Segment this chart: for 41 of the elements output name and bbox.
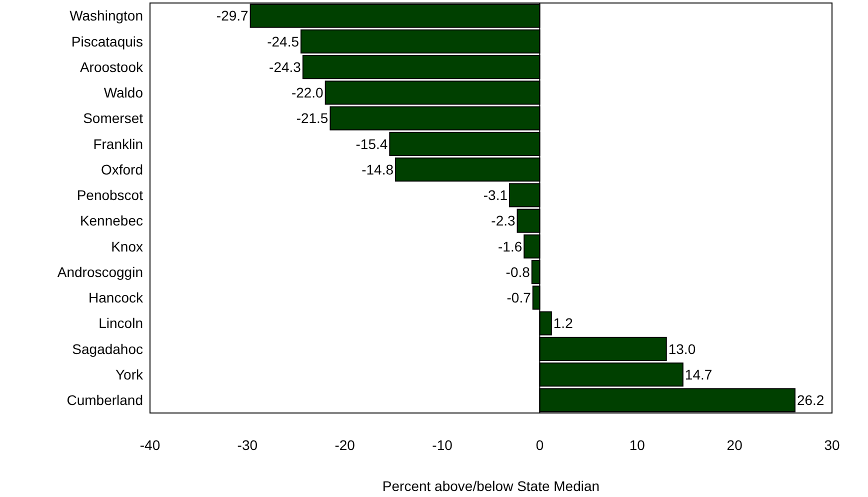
y-tick-label: Oxford: [100, 161, 143, 178]
y-tick-label: Waldo: [104, 84, 144, 101]
y-tick-label: Somerset: [83, 110, 144, 126]
x-tick-label: -20: [334, 437, 356, 453]
x-axis-title: Percent above/below State Median: [382, 478, 600, 494]
y-tick-label: York: [115, 366, 144, 382]
data-label: -0.7: [506, 290, 532, 306]
y-tick-label: Aroostook: [80, 58, 144, 75]
x-tick-label: 20: [726, 437, 743, 453]
y-tick-label: Lincoln: [98, 315, 143, 332]
data-label: -24.3: [269, 58, 302, 75]
x-tick-label: 0: [536, 437, 544, 453]
data-label: -14.8: [362, 161, 394, 178]
y-tick-label: Kennebec: [80, 212, 143, 229]
data-label: 14.7: [684, 366, 712, 382]
data-label: -0.8: [506, 264, 530, 280]
y-tick-label: Franklin: [93, 136, 143, 152]
y-tick-label: Piscataquis: [71, 33, 143, 50]
x-tick-label: -10: [432, 437, 453, 453]
y-tick-label: Hancock: [88, 290, 144, 306]
data-label: -24.5: [267, 33, 300, 50]
data-label: -1.6: [498, 238, 522, 254]
data-label: -15.4: [356, 136, 388, 152]
y-tick-label: Androscoggin: [57, 264, 143, 280]
data-label: -29.7: [216, 8, 249, 24]
data-label: 26.2: [796, 392, 824, 408]
x-tick-label: -40: [140, 437, 160, 453]
data-label: 1.2: [553, 315, 574, 332]
y-tick-label: Cumberland: [66, 392, 143, 408]
y-tick-label: Sagadahoc: [72, 340, 143, 357]
x-tick-label: 30: [824, 437, 840, 453]
y-tick-label: Penobscot: [76, 187, 144, 204]
x-tick-label: 10: [629, 437, 646, 453]
data-label: 13.0: [668, 340, 696, 357]
x-tick-label: -30: [237, 437, 258, 453]
data-label: -2.3: [491, 212, 516, 229]
y-tick-label: Washington: [70, 8, 143, 24]
data-label: -3.1: [483, 187, 508, 204]
data-label: -21.5: [296, 110, 328, 126]
data-label: -22.0: [291, 84, 324, 101]
y-tick-label: Knox: [111, 238, 143, 254]
